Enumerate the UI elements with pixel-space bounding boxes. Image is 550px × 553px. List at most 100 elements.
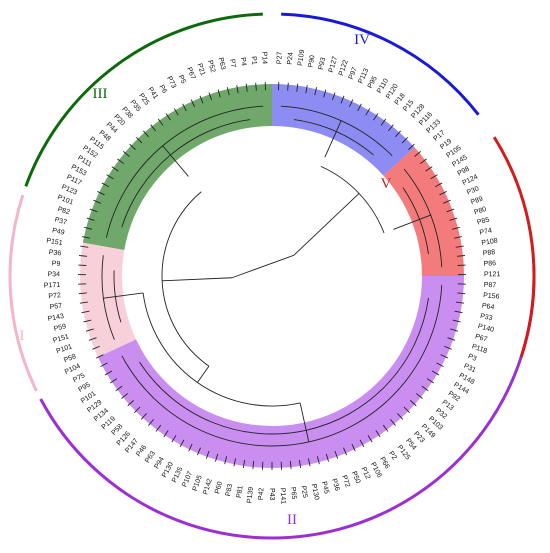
- leaf-branch: [331, 92, 336, 101]
- leaf-branch: [375, 430, 381, 438]
- leaf-label: P21: [195, 63, 206, 77]
- leaf-label: P94: [153, 456, 165, 470]
- cluster-band-iii: [82, 84, 273, 250]
- leaf-label: P151: [46, 238, 63, 247]
- leaf-branch: [79, 255, 88, 257]
- leaf-label: P2: [387, 450, 398, 461]
- leaf-branch: [434, 182, 443, 188]
- leaf-label: P143: [47, 313, 64, 323]
- leaf-branch: [373, 113, 379, 121]
- cluster-band-ii: [97, 276, 465, 468]
- leaf-label: P52: [206, 59, 216, 73]
- leaf-branch: [127, 400, 135, 407]
- leaf-branch: [446, 208, 455, 213]
- leaf-branch: [426, 378, 435, 384]
- leaf-branch: [447, 337, 456, 341]
- join-arc: [161, 191, 210, 367]
- cluster-band-i: [80, 242, 137, 358]
- leaf-label: P1: [250, 56, 258, 65]
- leaf-branch: [236, 85, 239, 94]
- leaf-label: P87: [484, 282, 497, 290]
- leaf-branch: [296, 83, 299, 92]
- leaf-branch: [305, 85, 308, 94]
- leaf-branch: [208, 92, 213, 101]
- leaf-label: P36: [48, 249, 61, 257]
- leaf-branch: [343, 447, 347, 456]
- leaf-branch: [93, 199, 101, 204]
- leaf-label: P49: [51, 227, 65, 236]
- leaf-branch: [106, 174, 114, 180]
- leaf-branch: [456, 301, 465, 304]
- leaf-label: P108: [481, 238, 498, 247]
- leaf-label: P121: [484, 271, 501, 278]
- leaf-branch: [454, 310, 463, 314]
- leaf-branch: [367, 435, 373, 443]
- leaf-branch: [115, 385, 123, 392]
- leaf-label: P151: [52, 333, 70, 344]
- leaf-branch: [88, 337, 97, 341]
- leaf-label: P74: [479, 227, 493, 236]
- leaf-branch: [308, 458, 311, 467]
- leaf-branch: [140, 413, 147, 420]
- leaf-label: P43: [268, 488, 275, 501]
- leaf-label: P3: [467, 353, 478, 363]
- leaf-label: P57: [49, 303, 62, 312]
- leaf-branch: [134, 406, 141, 414]
- leaf-label: P59: [53, 323, 67, 333]
- leaf-branch: [382, 424, 389, 432]
- cluster-outer-arcs: [8, 12, 536, 540]
- leaf-branch: [457, 292, 466, 295]
- leaf-branch: [86, 217, 95, 221]
- leaf-branch: [388, 124, 394, 132]
- leaf-branch: [188, 443, 193, 452]
- cluster-arc-iv: [281, 12, 480, 116]
- leaf-label: P72: [48, 292, 61, 300]
- cluster-arc-v: [492, 136, 536, 358]
- leaf-label: P127: [328, 56, 339, 74]
- leaf-branch: [443, 199, 451, 204]
- leaf-label: P89: [470, 196, 484, 207]
- leaf-branch: [182, 103, 187, 112]
- leaf-branch: [148, 419, 154, 426]
- leaf-branch: [421, 385, 429, 392]
- leaf-label: P80: [473, 206, 487, 216]
- leaf-branch: [430, 174, 438, 180]
- cluster-stem: [324, 120, 342, 158]
- leaf-branch: [397, 413, 404, 420]
- leaf-label: P45: [320, 481, 330, 495]
- leaf-branch: [298, 459, 302, 468]
- leaf-label: P95: [367, 75, 379, 89]
- leaf-branch: [150, 124, 156, 132]
- leaf-branch: [452, 319, 461, 323]
- leaf-label: P107: [181, 470, 194, 488]
- leaf-branch: [121, 393, 129, 399]
- leaf-branch: [314, 87, 318, 96]
- leaf-branch: [81, 310, 90, 314]
- leaf-branch: [401, 137, 409, 144]
- cluster-stem: [393, 214, 431, 230]
- leaf-branch: [359, 439, 365, 448]
- leaf-branch: [135, 137, 143, 144]
- leaf-branch: [425, 166, 433, 172]
- leaf-label: P4: [239, 57, 247, 67]
- cluster-arc-ii: [39, 266, 536, 540]
- leaf-branch: [92, 345, 100, 350]
- leaf-label: P88: [482, 249, 495, 257]
- leaf-label: P73: [165, 75, 177, 89]
- leaf-branch: [395, 130, 402, 138]
- leaf-label: P36: [330, 478, 340, 492]
- leaf-branch: [80, 245, 89, 248]
- leaf-label: P97: [348, 66, 359, 80]
- leaf-branch: [334, 450, 339, 459]
- leaf-branch: [365, 108, 371, 116]
- cluster-band-v: [383, 147, 464, 276]
- leaf-label: P101: [56, 343, 74, 355]
- leaf-branch: [455, 245, 464, 248]
- leaf-label: P34: [48, 271, 61, 278]
- leaf-label: P30: [466, 185, 480, 196]
- cluster-label-i: I: [20, 328, 25, 344]
- leaf-branch: [380, 118, 387, 126]
- leaf-label: P7: [228, 59, 236, 69]
- leaf-label: P81: [236, 485, 245, 498]
